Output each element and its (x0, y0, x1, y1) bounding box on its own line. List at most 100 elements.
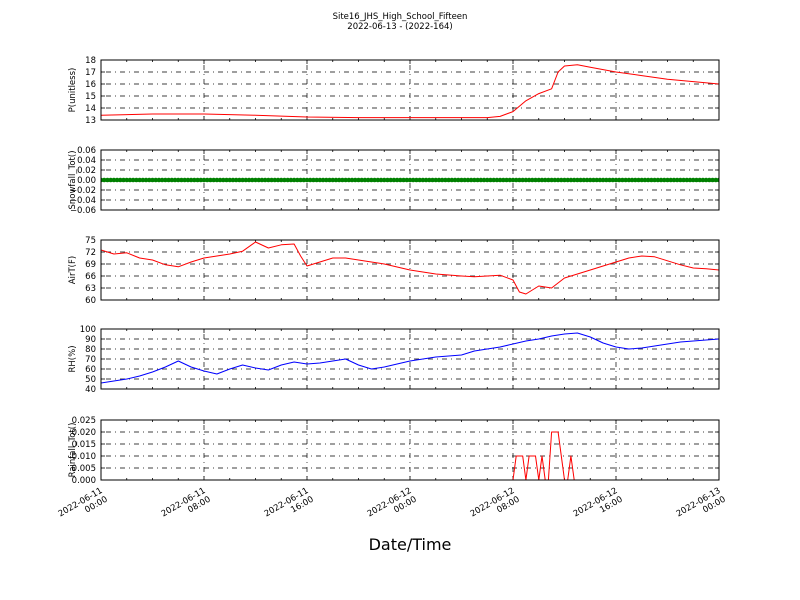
data-point (304, 177, 310, 183)
data-point (629, 177, 635, 183)
y-tick-label: 16 (85, 80, 96, 90)
data-point (497, 177, 503, 183)
data-point (121, 177, 126, 183)
data-point (607, 177, 612, 183)
data-point (343, 177, 348, 183)
data-point (256, 177, 262, 183)
data-point (311, 177, 316, 183)
data-point (494, 177, 500, 183)
panel-5: 0.000 0.005 0.010 0.015 0.020 0.025Rainfall_T… (68, 416, 720, 486)
data-point (423, 177, 429, 183)
data-point (275, 177, 281, 183)
data-point (414, 177, 419, 183)
data-point (346, 177, 352, 183)
data-point (478, 177, 484, 183)
y-tick-label: 60 (85, 365, 96, 375)
y-tick-label: 15 (85, 92, 96, 102)
data-point (504, 177, 509, 183)
data-point (314, 177, 319, 183)
data-point (639, 177, 645, 183)
data-point (111, 177, 117, 183)
data-point (462, 177, 468, 183)
data-point (224, 177, 229, 183)
data-point (678, 177, 683, 183)
data-point (530, 177, 535, 183)
data-point (401, 177, 406, 183)
series-line (101, 64, 719, 119)
data-point (359, 177, 365, 183)
y-tick-label: 0.025 (72, 416, 96, 426)
data-point (430, 177, 435, 183)
data-point (681, 177, 686, 183)
data-point (616, 177, 622, 183)
x-tick-label: 2022-06-1300:00 (675, 486, 728, 528)
data-point (101, 177, 107, 183)
data-point (221, 177, 226, 183)
data-point (700, 177, 706, 183)
data-point (587, 177, 593, 183)
data-point (484, 177, 490, 183)
data-point (282, 177, 287, 183)
data-point (455, 177, 461, 183)
data-point (526, 177, 532, 183)
y-tick-label: 14 (85, 104, 96, 114)
data-point (713, 177, 719, 183)
y-tick-label: −0.06 (70, 206, 96, 216)
series-line (101, 241, 719, 295)
data-point (433, 177, 439, 183)
data-point (388, 177, 393, 183)
data-point (137, 177, 142, 183)
y-tick-label: −0.04 (70, 196, 96, 206)
data-point (536, 177, 542, 183)
y-tick-label: 0.020 (72, 428, 96, 438)
data-point (153, 177, 159, 183)
data-point (156, 177, 162, 183)
data-point (427, 177, 432, 183)
x-tick-label: 2022-06-1216:00 (572, 486, 625, 528)
x-axis-label: Date/Time (369, 535, 452, 554)
data-point (298, 177, 303, 183)
y-tick-label: 50 (85, 375, 96, 385)
data-point (192, 177, 197, 183)
panel-frame (100, 239, 720, 301)
data-point (227, 177, 233, 183)
data-point (716, 177, 719, 183)
data-point (417, 177, 422, 183)
data-point (710, 177, 715, 183)
data-point (520, 177, 525, 183)
data-point (510, 177, 516, 183)
data-point (507, 177, 513, 183)
data-point (146, 177, 152, 183)
data-point (362, 177, 368, 183)
data-point (578, 177, 583, 183)
data-point (591, 177, 596, 183)
data-point (285, 177, 290, 183)
data-point (159, 177, 165, 183)
data-point (690, 177, 696, 183)
data-point (249, 177, 255, 183)
data-point (385, 177, 390, 183)
y-tick-label: 100 (80, 325, 96, 335)
y-tick-label: −0.02 (70, 186, 96, 196)
y-tick-label: 0.010 (72, 452, 96, 462)
data-point (179, 177, 184, 183)
x-tick-label: 2022-06-1200:00 (366, 486, 419, 528)
data-point (517, 177, 522, 183)
data-point (163, 177, 168, 183)
data-point (407, 177, 413, 183)
data-point (491, 177, 496, 183)
data-point (558, 177, 564, 183)
data-point (565, 177, 571, 183)
y-tick-label: 13 (85, 116, 96, 126)
data-point (443, 177, 448, 183)
data-point (336, 177, 342, 183)
data-point (542, 177, 548, 183)
y-tick-label: 18 (85, 56, 96, 66)
data-point (613, 177, 619, 183)
data-point (211, 177, 216, 183)
data-point (182, 177, 187, 183)
data-point (513, 177, 519, 183)
data-point (140, 177, 146, 183)
chart-subtitle: 2022-06-13 - (2022-164) (347, 22, 452, 32)
